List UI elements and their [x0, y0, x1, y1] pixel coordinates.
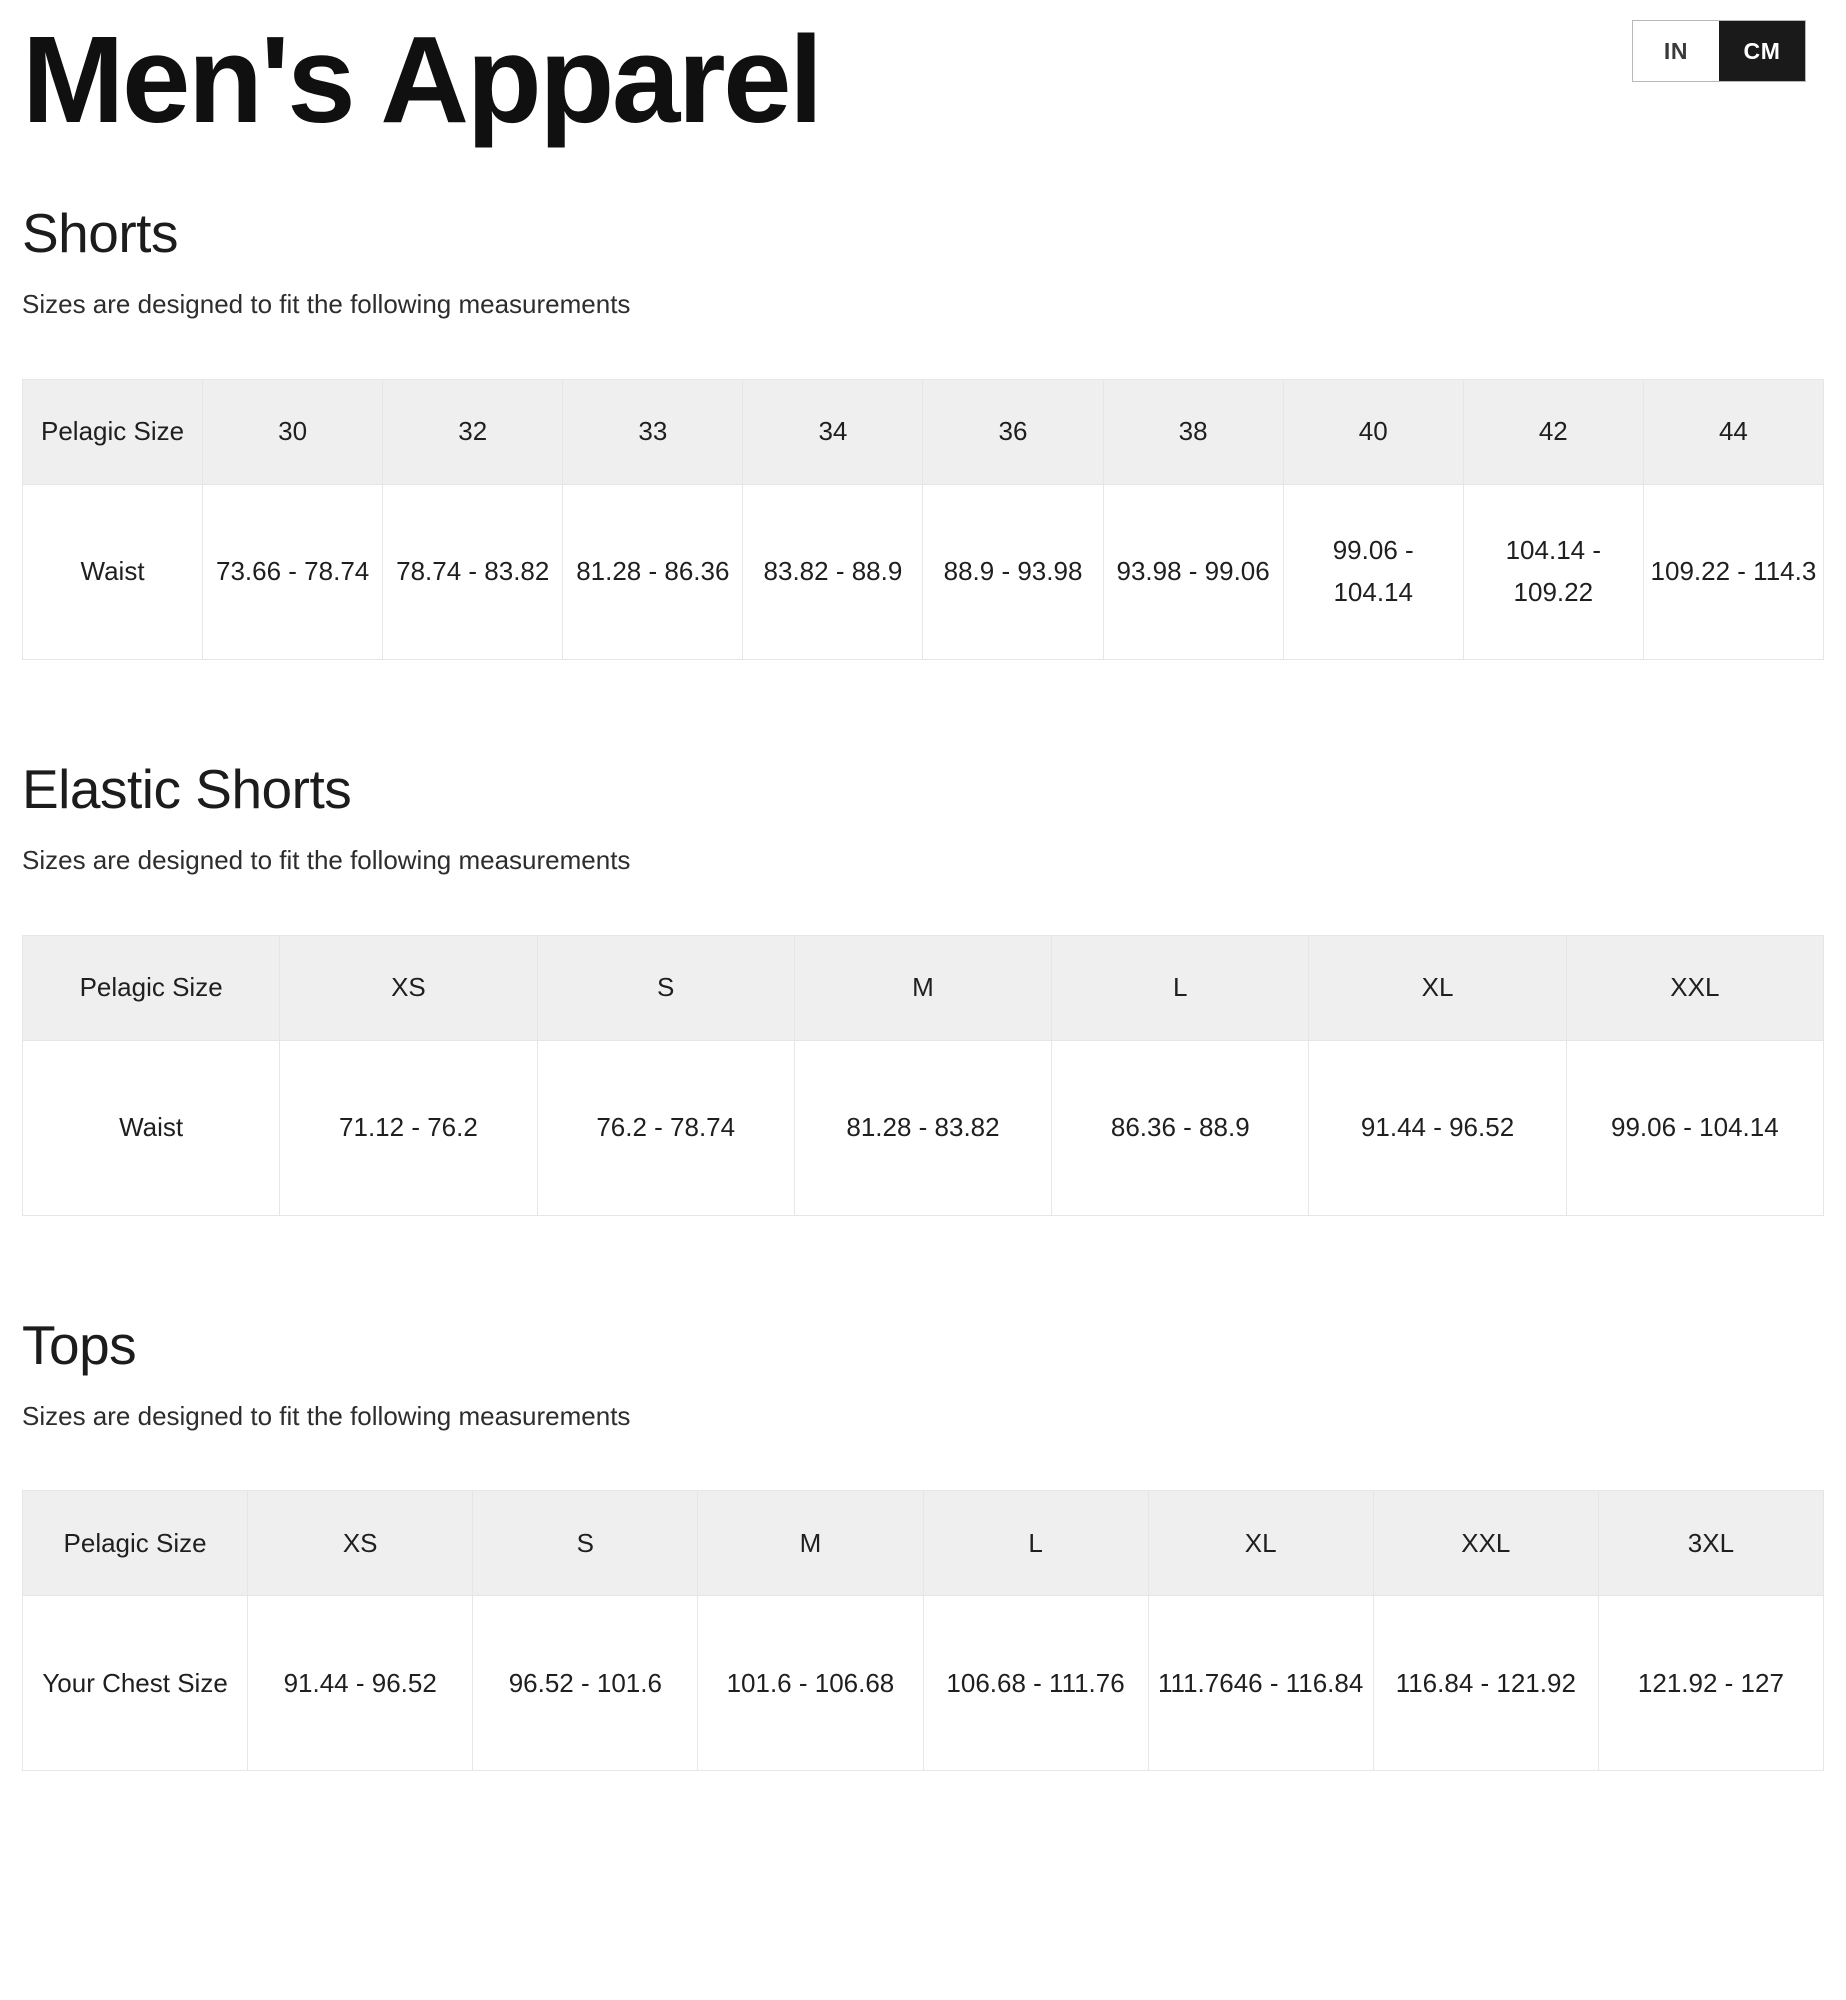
section-shorts: Shorts Sizes are designed to fit the foll…	[21, 198, 1825, 660]
section-spacer	[22, 1216, 1824, 1302]
table-cell-measurement: 116.84 - 121.92	[1372, 1595, 1599, 1772]
table-header-label: Pelagic Size	[21, 378, 204, 485]
table-row: Waist 71.12 - 76.2 76.2 - 78.74 81.28 - 83.…	[21, 1039, 1825, 1216]
table-cell-measurement: 93.98 - 99.06	[1102, 483, 1284, 660]
table-header-row: Pelagic Size XS S M L XL XXL	[21, 934, 1825, 1041]
table-header-label: Pelagic Size	[21, 1490, 249, 1597]
table-cell-measurement: 104.14 - 109.22	[1462, 483, 1644, 660]
size-table-elastic-shorts: Pelagic Size XS S M L XL XXL Waist 71.12 - 76.2 7…	[21, 934, 1825, 1216]
table-cell-measurement: 88.9 - 93.98	[922, 483, 1104, 660]
table-header-size: XXL	[1372, 1490, 1599, 1597]
table-cell-measurement: 101.6 - 106.68	[697, 1595, 924, 1772]
section-title-shorts: Shorts	[22, 202, 178, 264]
table-row-label: Your Chest Size	[21, 1595, 249, 1772]
table-cell-measurement: 111.7646 - 116.84	[1147, 1595, 1374, 1772]
table-header-size: 3XL	[1597, 1490, 1825, 1597]
table-header-size: 34	[742, 378, 924, 485]
page-title: Men's Apparel	[22, 12, 823, 149]
table-header-size: XL	[1308, 934, 1567, 1041]
table-cell-measurement: 121.92 - 127	[1597, 1595, 1825, 1772]
table-cell-measurement: 86.36 - 88.9	[1051, 1039, 1310, 1216]
unit-toggle[interactable]: IN CM	[1632, 20, 1806, 82]
section-subtitle-shorts: Sizes are designed to fit the following …	[22, 289, 631, 320]
section-title-elastic-shorts: Elastic Shorts	[22, 757, 352, 820]
table-header-size: L	[1051, 934, 1310, 1041]
section-title-tops: Tops	[22, 1313, 137, 1376]
table-header-size: XXL	[1565, 934, 1825, 1041]
table-row-label: Waist	[21, 1039, 281, 1216]
section-elastic-shorts: Elastic Shorts Sizes are designed to fit …	[21, 754, 1825, 1216]
table-header-row: Pelagic Size XS S M L XL XXL 3XL	[21, 1490, 1825, 1597]
table-header-size: S	[472, 1490, 699, 1597]
table-cell-measurement: 99.06 - 104.14	[1282, 483, 1464, 660]
table-header-size: L	[922, 1490, 1149, 1597]
unit-toggle-option-cm[interactable]: CM	[1719, 21, 1805, 81]
table-cell-measurement: 81.28 - 83.82	[793, 1039, 1053, 1216]
size-table-shorts: Pelagic Size 30 32 33 34 36 38 40 42 44 Waist 73.66…	[21, 378, 1825, 660]
unit-toggle-option-in[interactable]: IN	[1633, 21, 1719, 81]
table-row: Waist 73.66 - 78.74 78.74 - 83.82 81.28 - 8…	[21, 483, 1825, 660]
table-header-size: XS	[247, 1490, 474, 1597]
section-spacer	[22, 660, 1824, 746]
table-header-size: 36	[922, 378, 1104, 485]
table-cell-measurement: 99.06 - 104.14	[1565, 1039, 1825, 1216]
sections-container: Shorts Sizes are designed to fit the foll…	[21, 198, 1825, 1772]
page-header: Men's Apparel IN CM	[22, 0, 1824, 190]
section-subtitle-tops: Sizes are designed to fit the following …	[22, 1400, 631, 1431]
table-header-size: 30	[202, 378, 384, 485]
table-cell-measurement: 96.52 - 101.6	[472, 1595, 699, 1772]
table-header-size: XS	[279, 934, 538, 1041]
table-cell-measurement: 109.22 - 114.3	[1642, 483, 1825, 660]
table-cell-measurement: 71.12 - 76.2	[279, 1039, 538, 1216]
table-header-size: 32	[382, 378, 564, 485]
size-table-tops: Pelagic Size XS S M L XL XXL 3XL Your Chest Size…	[21, 1490, 1825, 1772]
table-header-size: 40	[1282, 378, 1464, 485]
table-cell-measurement: 73.66 - 78.74	[202, 483, 384, 660]
table-header-size: 38	[1102, 378, 1284, 485]
section-tops: Tops Sizes are designed to fit the follow…	[21, 1310, 1825, 1772]
table-header-label: Pelagic Size	[21, 934, 281, 1041]
table-header-size: M	[697, 1490, 924, 1597]
table-cell-measurement: 106.68 - 111.76	[922, 1595, 1149, 1772]
table-header-size: 33	[562, 378, 744, 485]
table-row: Your Chest Size 91.44 - 96.52 96.52 - 101.…	[21, 1595, 1825, 1772]
table-cell-measurement: 81.28 - 86.36	[562, 483, 744, 660]
table-row-label: Waist	[21, 483, 204, 660]
table-cell-measurement: 91.44 - 96.52	[247, 1595, 474, 1772]
table-header-row: Pelagic Size 30 32 33 34 36 38 40 42 44	[21, 378, 1825, 485]
section-subtitle-elastic-shorts: Sizes are designed to fit the following …	[22, 845, 631, 876]
table-header-size: S	[536, 934, 795, 1041]
table-cell-measurement: 91.44 - 96.52	[1308, 1039, 1567, 1216]
table-cell-measurement: 76.2 - 78.74	[536, 1039, 795, 1216]
table-cell-measurement: 83.82 - 88.9	[742, 483, 924, 660]
table-header-size: 42	[1462, 378, 1644, 485]
table-header-size: XL	[1147, 1490, 1374, 1597]
table-header-size: M	[793, 934, 1053, 1041]
table-header-size: 44	[1642, 378, 1825, 485]
table-cell-measurement: 78.74 - 83.82	[382, 483, 564, 660]
